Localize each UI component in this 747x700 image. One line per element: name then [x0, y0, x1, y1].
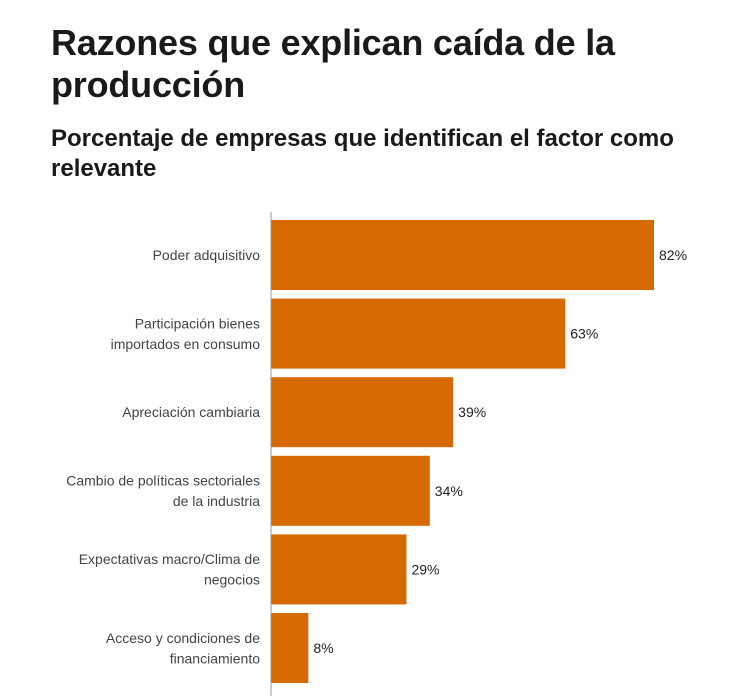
category-label-5: Acceso y condiciones de financiamiento	[106, 630, 260, 667]
bar-1	[271, 298, 566, 369]
value-label-2: 39%	[458, 404, 486, 420]
value-label-5: 8%	[313, 640, 333, 656]
category-label-2-line-0: Apreciación cambiaria	[122, 404, 260, 420]
category-label-4-line-0: Expectativas macro/Clima de	[79, 551, 261, 567]
value-label-3: 34%	[435, 483, 463, 499]
category-label-5-line-0: Acceso y condiciones de	[106, 630, 260, 646]
chart-title: Razones que explican caída de la producc…	[51, 22, 615, 105]
category-label-0: Poder adquisitivo	[153, 247, 261, 263]
value-label-1: 63%	[570, 326, 598, 342]
bar-0	[271, 220, 654, 290]
chart-subtitle: Porcentaje de empresas que identifican e…	[51, 125, 674, 182]
category-label-4: Expectativas macro/Clima de negocios	[79, 551, 261, 588]
category-label-4-line-1: negocios	[204, 572, 260, 588]
bar-4	[271, 534, 407, 605]
value-label-0: 82%	[659, 247, 687, 263]
category-label-0-line-0: Poder adquisitivo	[153, 247, 261, 263]
bar-5	[271, 613, 309, 683]
category-label-3-line-0: Cambio de políticas sectoriales	[66, 473, 260, 489]
category-label-2: Apreciación cambiaria	[122, 404, 260, 420]
bar-3	[271, 455, 430, 526]
value-label-4: 29%	[411, 561, 439, 577]
category-label-5-line-1: financiamiento	[170, 650, 260, 666]
category-label-3: Cambio de políticas sectoriales de la ind…	[66, 473, 260, 510]
category-label-1-line-0: Participación bienes	[135, 315, 260, 331]
bar-2	[271, 377, 454, 448]
category-label-1-line-1: importados en consumo	[111, 336, 261, 352]
category-label-1: Participación bienes importados en consum…	[111, 315, 261, 352]
category-label-3-line-1: de la industria	[173, 493, 260, 509]
